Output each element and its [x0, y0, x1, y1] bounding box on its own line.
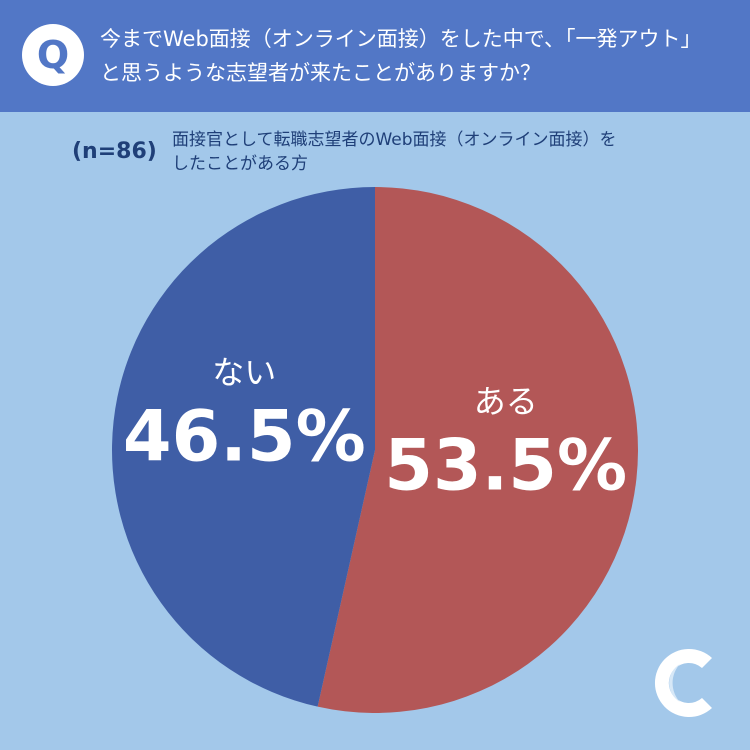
question-header: Q 今までWeb面接（オンライン面接）をした中で、「一発アウト」 と思うような志…	[0, 0, 750, 112]
question-line-1: 今までWeb面接（オンライン面接）をした中で、「一発アウト」	[100, 27, 702, 51]
slice-value-label: 46.5%	[123, 396, 366, 478]
question-text: 今までWeb面接（オンライン面接）をした中で、「一発アウト」 と思うような志望者…	[100, 22, 740, 90]
slice-category-label: ある	[474, 382, 538, 420]
pie-slice-1	[317, 187, 638, 713]
question-line-2: と思うような志望者が来たことがありますか？	[100, 61, 541, 85]
respondent-line-1: 面接官として転職志望者のWeb面接（オンライン面接）を	[172, 130, 617, 150]
slice-value-label: 53.5%	[384, 424, 627, 506]
q-badge-icon: Q	[22, 24, 84, 86]
slice-category-label: ない	[212, 354, 276, 392]
respondent-description: 面接官として転職志望者のWeb面接（オンライン面接）を したことがある方	[172, 128, 692, 176]
c-mark-logo-icon	[654, 649, 712, 717]
respondent-line-2: したことがある方	[172, 154, 308, 174]
pie-slice-2	[111, 187, 375, 707]
sample-size: (n=86)	[72, 139, 157, 164]
